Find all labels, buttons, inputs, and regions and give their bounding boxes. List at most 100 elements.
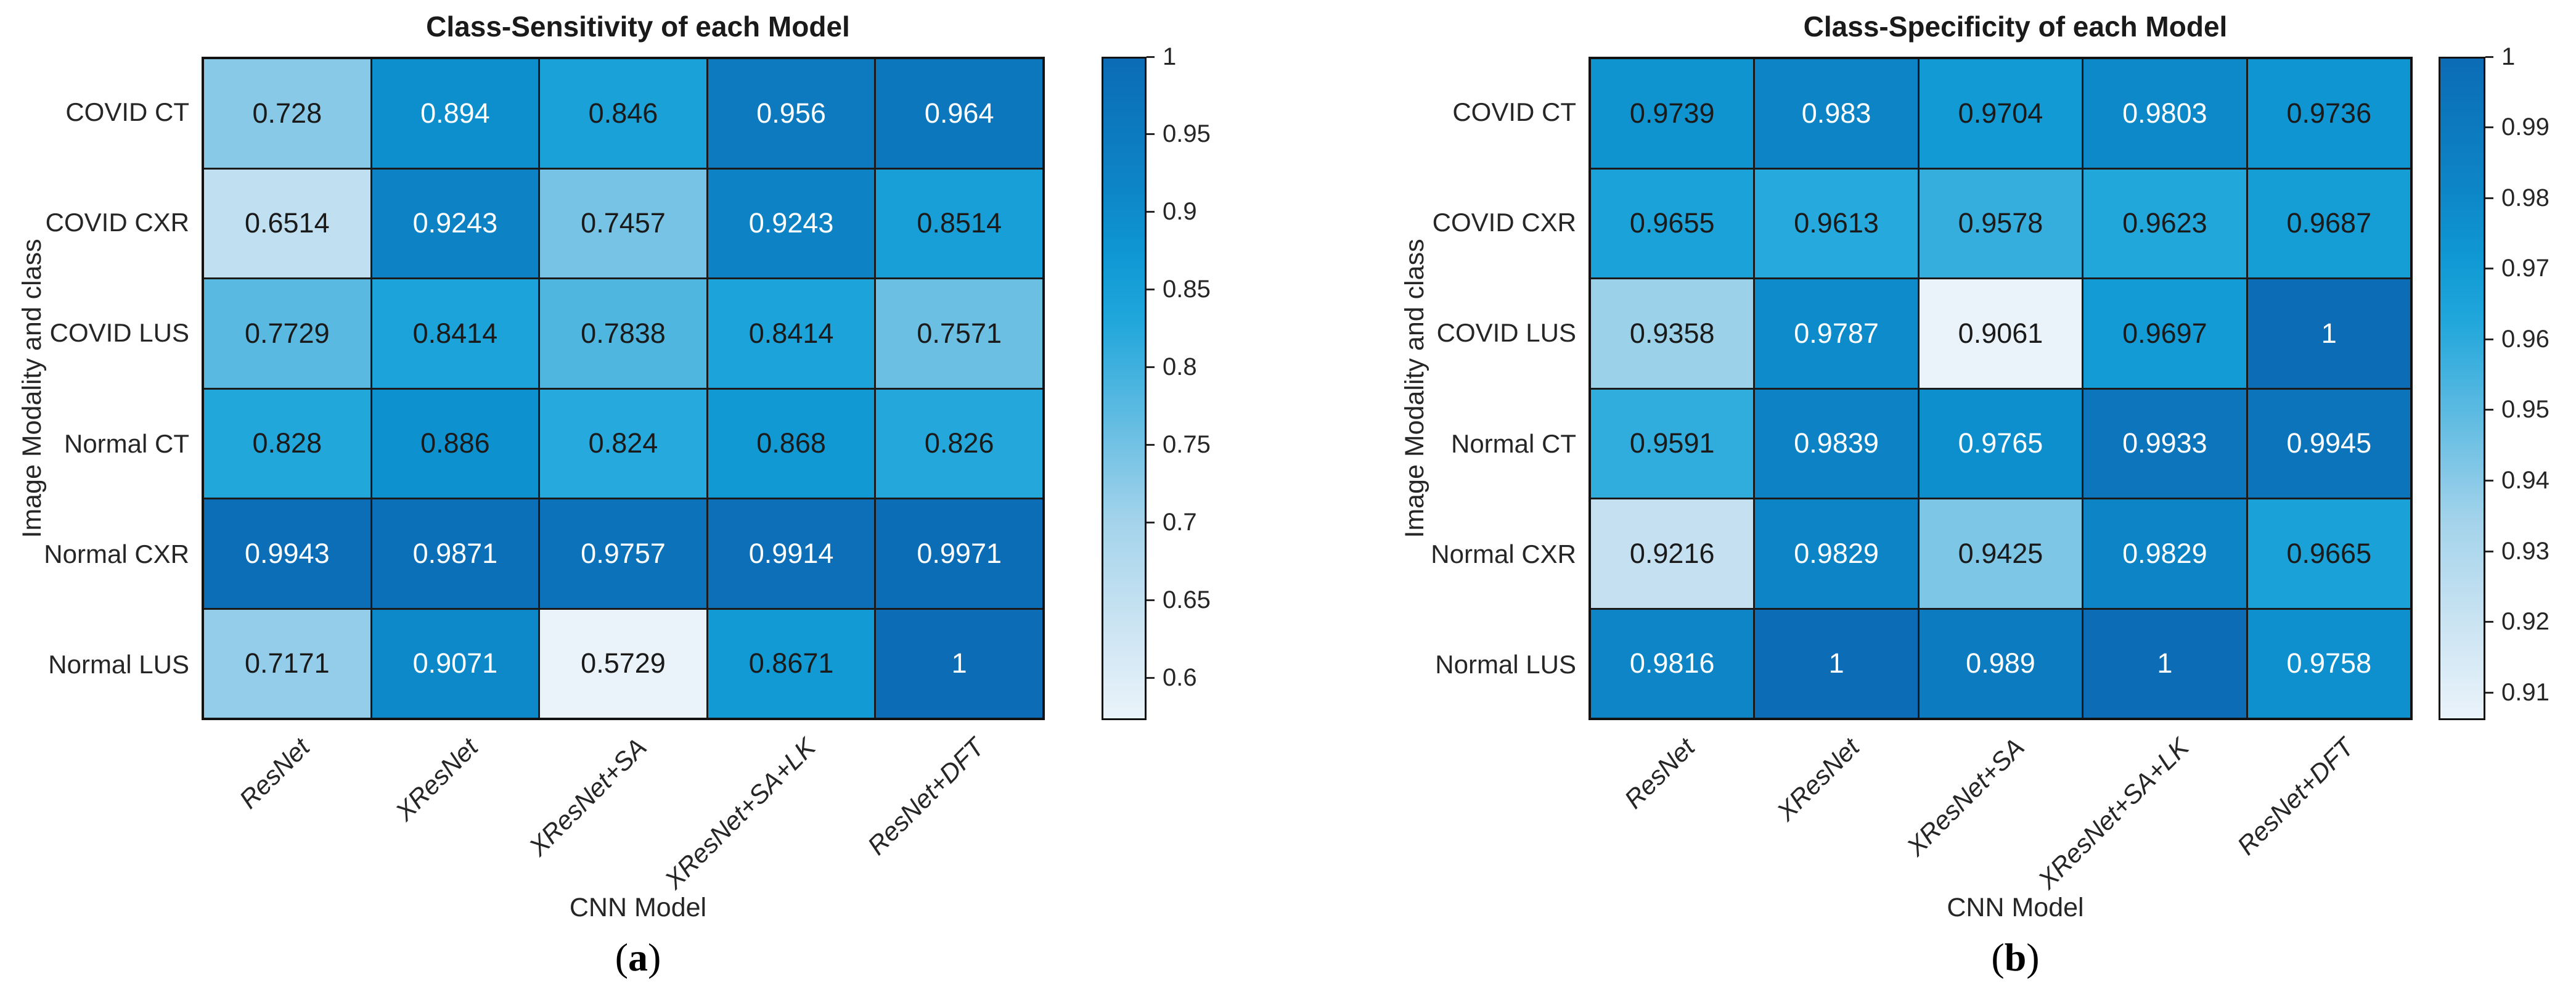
colorbar-gradient: [2439, 57, 2485, 720]
colorbar-tick-label: 0.75: [1163, 431, 1211, 459]
colorbar-tick: [1147, 522, 1155, 524]
heatmap-cell: 0.9736: [2247, 59, 2410, 168]
colorbar-tick: [1147, 133, 1155, 136]
heatmap-cell: 0.8414: [708, 279, 875, 388]
heatmap-cell: 0.7457: [540, 169, 706, 277]
y-tick-label: Normal CXR: [44, 539, 189, 568]
heatmap-cell: 0.9243: [708, 169, 875, 277]
colorbar-tick-label: 0.8: [1163, 353, 1197, 381]
heatmap-cell: 0.9704: [1919, 59, 2082, 168]
heatmap-cell: 0.9243: [372, 169, 539, 277]
x-tick-label-text: XResNet+SA: [1900, 732, 2030, 862]
caption-letter: a: [628, 935, 648, 979]
heatmap-cell: 0.886: [372, 389, 539, 498]
heatmap-cell: 0.9765: [1919, 389, 2082, 498]
heatmap-cell: 0.8414: [372, 279, 539, 388]
heatmap-cell: 0.9665: [2247, 499, 2410, 608]
heatmap-cell: 1: [2083, 609, 2246, 718]
subfigure-caption: (b): [1603, 935, 2427, 980]
colorbar-tick: [1147, 211, 1155, 213]
x-tick-label-text: XResNet: [1771, 732, 1865, 827]
colorbar-tick-label: 0.96: [2501, 325, 2549, 353]
heatmap-cell: 0.9945: [2247, 389, 2410, 498]
heatmap-cell: 0.9757: [540, 499, 706, 608]
heatmap-cell: 0.894: [372, 59, 539, 168]
colorbar-tick-label: 0.97: [2501, 255, 2549, 282]
heatmap-cell: 0.8514: [876, 169, 1042, 277]
y-tick-label: Normal LUS: [48, 650, 189, 679]
colorbar-tick-label: 1: [2501, 43, 2516, 70]
heatmap-cell: 0.5729: [540, 609, 706, 718]
heatmap-cell: 0.9758: [2247, 609, 2410, 718]
heatmap-cell: 0.9943: [204, 499, 370, 608]
colorbar-tick-label: 0.95: [1163, 120, 1211, 148]
heatmap-cell: 0.8671: [708, 609, 875, 718]
heatmap-cell: 0.9829: [1755, 499, 1918, 608]
colorbar-tick: [2485, 55, 2493, 58]
heatmap-cell: 0.983: [1755, 59, 1918, 168]
heatmap-cell: 0.9697: [2083, 279, 2246, 388]
colorbar-tick-label: 0.9: [1163, 198, 1197, 226]
heatmap-cell: 0.828: [204, 389, 370, 498]
colorbar-tick: [2485, 197, 2493, 199]
colorbar-tick-label: 0.91: [2501, 678, 2549, 706]
y-tick-label: Normal LUS: [1435, 650, 1576, 679]
colorbar-tick: [2485, 409, 2493, 411]
heatmap-grid: 0.9739 0.983 0.9704 0.9803 0.9736 0.9655 0.961…: [1589, 57, 2413, 720]
colorbar-tick: [1147, 366, 1155, 369]
heatmap-cell: 0.826: [876, 389, 1042, 498]
heatmap-cell: 0.964: [876, 59, 1042, 168]
heatmap-cell: 0.9425: [1919, 499, 2082, 608]
colorbar-tick-label: 0.85: [1163, 276, 1211, 303]
colorbar: 1 0.99 0.98 0.97 0.96 0.95 0.94 0.93 0.92 0.91: [2439, 43, 2549, 720]
heatmap-cell: 1: [876, 609, 1042, 718]
colorbar-tick-label: 0.95: [2501, 396, 2549, 424]
y-tick-label: Normal CXR: [1431, 539, 1576, 568]
heatmap-cell: 0.9061: [1919, 279, 2082, 388]
colorbar-tick-label: 0.93: [2501, 537, 2549, 565]
x-axis-label: CNN Model: [569, 893, 707, 922]
heatmap-cell: 0.9914: [708, 499, 875, 608]
y-tick-label: COVID CT: [1452, 97, 1576, 126]
heatmap-cell: 0.7729: [204, 279, 370, 388]
heatmap-cell: 0.9839: [1755, 389, 1918, 498]
colorbar-tick: [2485, 338, 2493, 340]
heatmap-cell: 0.9816: [1591, 609, 1754, 718]
colorbar-tick: [2485, 621, 2493, 623]
heatmap-cell: 0.7171: [204, 609, 370, 718]
heatmap-cell: 0.9591: [1591, 389, 1754, 498]
colorbar-tick-label: 0.94: [2501, 467, 2549, 494]
heatmap-cell: 0.9787: [1755, 279, 1918, 388]
heatmap-cell: 0.824: [540, 389, 706, 498]
colorbar-tick: [2485, 126, 2493, 129]
colorbar-tick: [2485, 550, 2493, 552]
heatmap-cell: 0.868: [708, 389, 875, 498]
caption-paren: ): [648, 935, 661, 979]
heatmap-cell: 0.9971: [876, 499, 1042, 608]
heatmap-cell: 1: [1755, 609, 1918, 718]
heatmap-cell: 0.9803: [2083, 59, 2246, 168]
heatmap-cell: 0.7571: [876, 279, 1042, 388]
heatmap-cell: 0.9071: [372, 609, 539, 718]
heatmap-cell: 0.728: [204, 59, 370, 168]
heatmap-cell: 0.9933: [2083, 389, 2246, 498]
chart-title: Class-Sensitivity of each Model: [426, 10, 850, 43]
y-tick-label: COVID CXR: [45, 207, 189, 237]
colorbar-tick-label: 0.92: [2501, 608, 2549, 636]
subfigure-caption: (a): [216, 935, 1060, 980]
heatmap-cell: 0.6514: [204, 169, 370, 277]
colorbar-tick: [1147, 55, 1155, 58]
heatmap-cell: 0.9578: [1919, 169, 2082, 277]
heatmap-cell: 1: [2247, 279, 2410, 388]
heatmap-grid: 0.728 0.894 0.846 0.956 0.964 0.6514 0.9243 0.7…: [202, 57, 1045, 720]
heatmap-cell: 0.9829: [2083, 499, 2246, 608]
colorbar-tick-label: 0.7: [1163, 509, 1197, 536]
y-tick-label: Normal CT: [63, 429, 189, 458]
colorbar-tick: [1147, 289, 1155, 291]
y-tick-label: COVID CXR: [1432, 207, 1576, 237]
heatmap-cell: 0.9216: [1591, 499, 1754, 608]
colorbar-tick-label: 0.65: [1163, 586, 1211, 614]
x-tick-label-text: ResNet+DFT: [2231, 732, 2360, 861]
